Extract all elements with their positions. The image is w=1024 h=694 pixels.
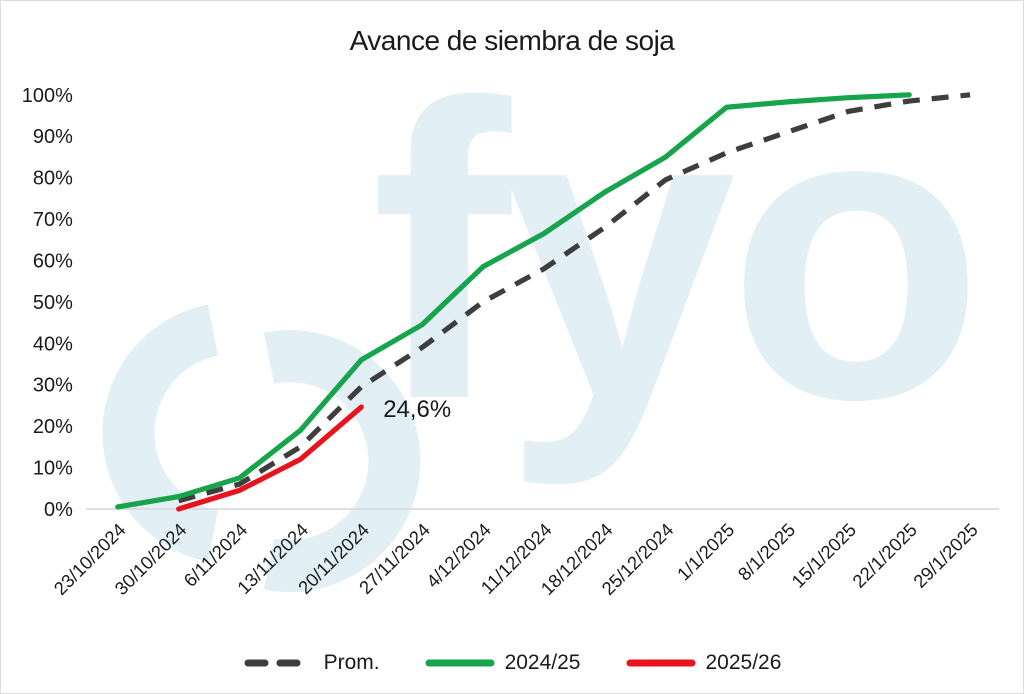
x-axis-tick-label: 29/1/2025 bbox=[909, 519, 982, 592]
legend-label: 2025/26 bbox=[705, 651, 782, 674]
y-axis-tick-label: 0% bbox=[44, 499, 73, 521]
x-axis-tick-label: 22/1/2025 bbox=[848, 519, 921, 592]
data-label-annotation: 24,6% bbox=[383, 396, 451, 423]
legend-green-line-icon bbox=[425, 659, 495, 667]
y-axis-tick-label: 70% bbox=[33, 209, 73, 231]
chart-title: Avance de siembra de soja bbox=[349, 25, 675, 56]
y-axis-tick-label: 10% bbox=[33, 458, 73, 480]
y-axis-tick-label: 100% bbox=[22, 85, 73, 107]
chart-legend: Prom. 2024/25 2025/26 bbox=[1, 651, 1023, 675]
legend-red-line-icon bbox=[626, 659, 695, 667]
x-axis-tick-label: 15/1/2025 bbox=[787, 519, 860, 592]
y-axis-tick-label: 40% bbox=[33, 333, 73, 355]
y-axis-tick-label: 90% bbox=[33, 126, 73, 148]
x-axis-tick-label: 1/1/2025 bbox=[673, 519, 739, 585]
y-axis-tick-label: 30% bbox=[33, 375, 73, 397]
y-axis-tick-label: 50% bbox=[33, 292, 73, 314]
series-line-prom- bbox=[177, 92, 971, 504]
y-axis-tick-label: 80% bbox=[33, 168, 73, 190]
legend-label: Prom. bbox=[323, 651, 380, 674]
series-line-2025-26 bbox=[176, 404, 364, 512]
legend-item-2024-25: 2024/25 bbox=[424, 651, 581, 675]
legend-dashed-line-icon bbox=[244, 659, 314, 667]
series-line-2024-25 bbox=[115, 92, 912, 510]
y-axis-tick-label: 20% bbox=[33, 416, 73, 438]
y-axis-tick-label: 60% bbox=[33, 250, 73, 272]
legend-item-prom: Prom. bbox=[243, 651, 380, 675]
legend-item-2025-26: 2025/26 bbox=[625, 651, 782, 675]
legend-label: 2024/25 bbox=[504, 651, 581, 674]
